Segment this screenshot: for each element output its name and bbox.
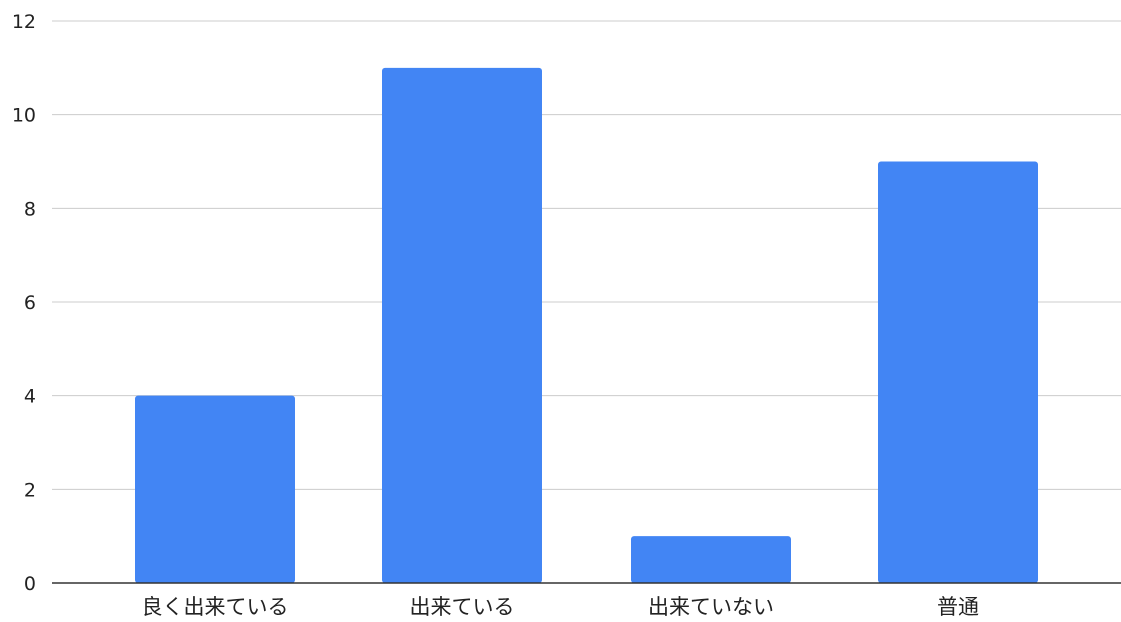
y-tick-label: 12 bbox=[12, 11, 36, 33]
y-tick-label: 8 bbox=[24, 198, 36, 220]
bar bbox=[631, 536, 791, 583]
bar bbox=[135, 395, 295, 583]
x-axis-tick-labels: 良く出来ている 出来ている 出来ていない 普通 bbox=[142, 595, 980, 619]
x-tick-label: 出来ている bbox=[410, 595, 515, 619]
y-tick-label: 10 bbox=[12, 105, 36, 127]
y-tick-label: 0 bbox=[24, 573, 36, 595]
bar bbox=[382, 67, 542, 584]
bars bbox=[135, 67, 1038, 584]
y-axis-tick-labels: 0 2 4 6 8 10 12 bbox=[12, 11, 36, 595]
y-tick-label: 4 bbox=[24, 386, 36, 408]
y-tick-label: 2 bbox=[24, 479, 36, 501]
x-tick-label: 普通 bbox=[937, 595, 979, 619]
x-tick-label: 出来ていない bbox=[648, 595, 774, 619]
x-tick-label: 良く出来ている bbox=[142, 595, 289, 619]
bar bbox=[878, 161, 1038, 583]
y-tick-label: 6 bbox=[24, 292, 36, 314]
